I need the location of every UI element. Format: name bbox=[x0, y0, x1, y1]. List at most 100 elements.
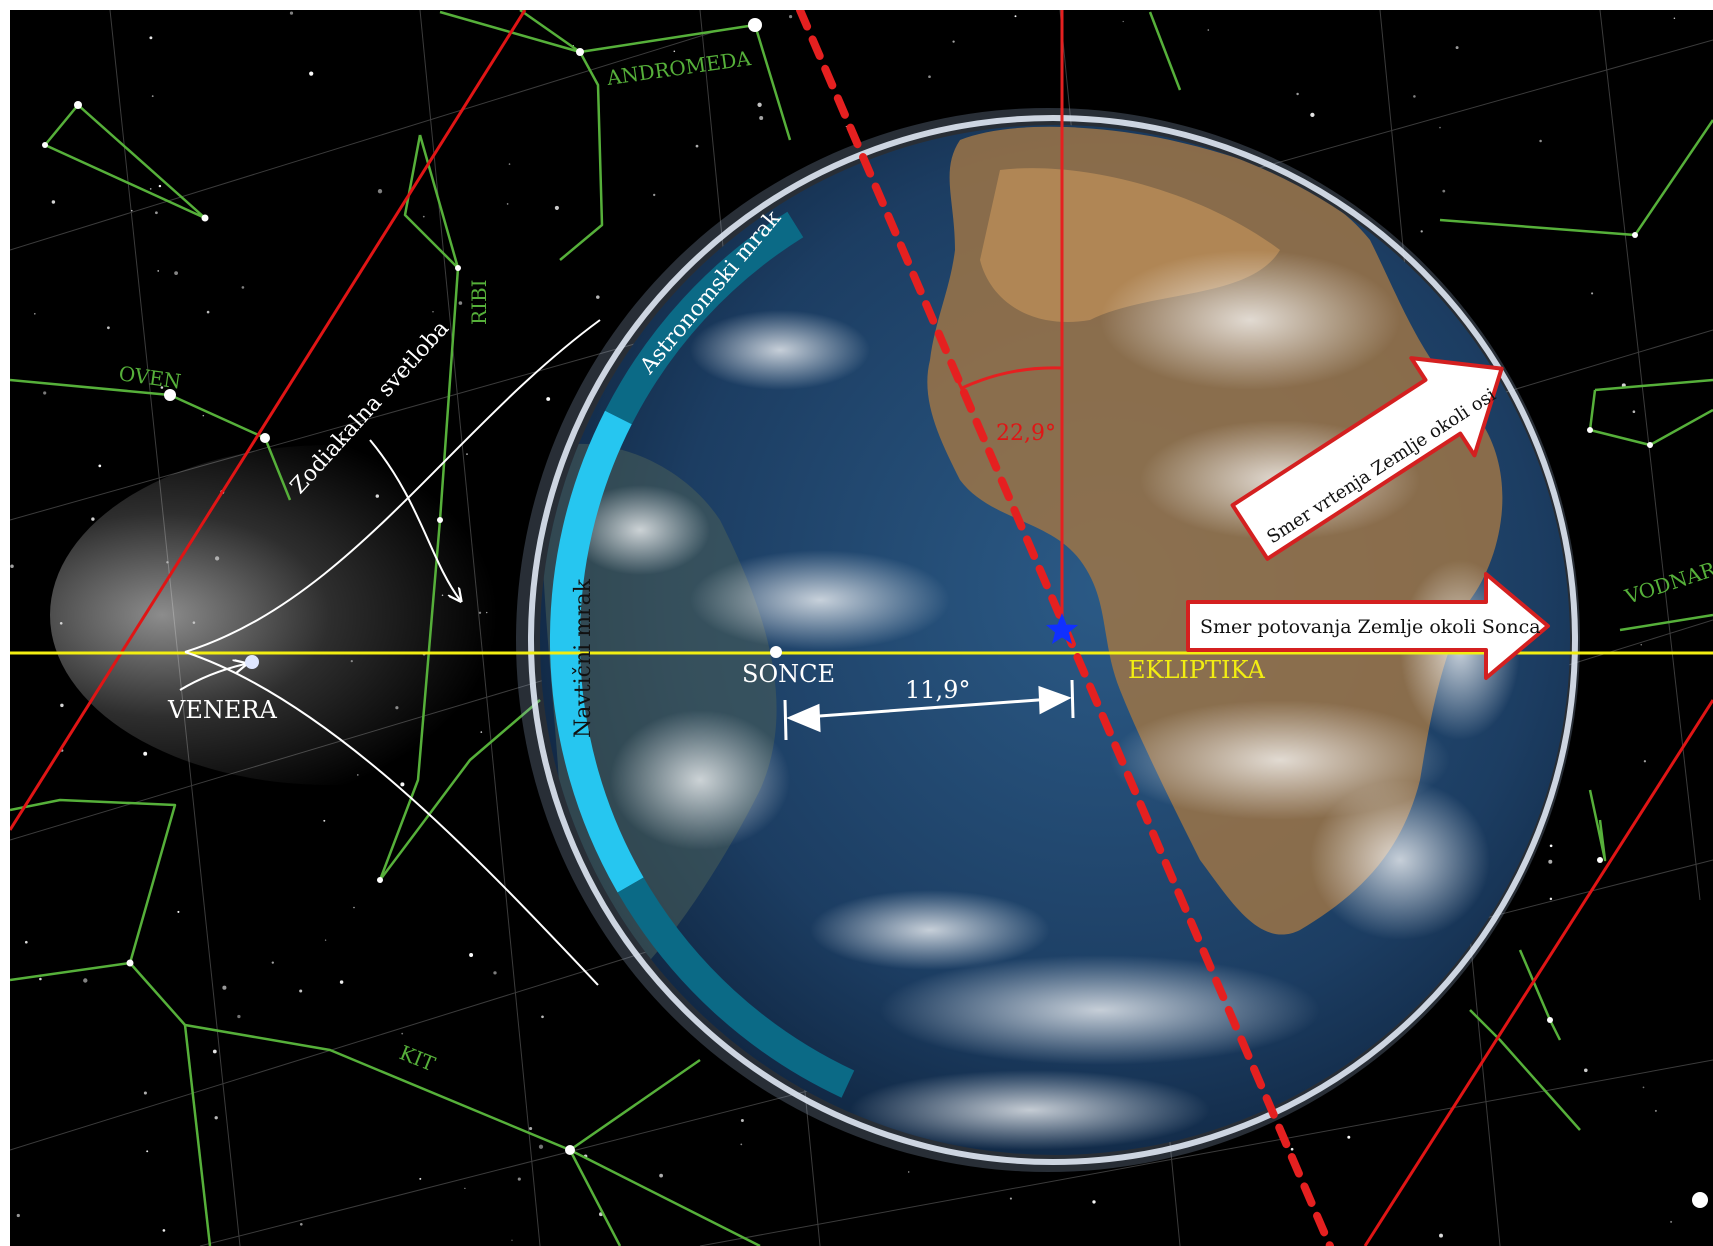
background-star bbox=[759, 115, 764, 121]
background-star bbox=[10, 564, 14, 568]
background-stars bbox=[10, 11, 1676, 1241]
venera-pointer bbox=[179, 664, 245, 691]
background-star bbox=[158, 184, 162, 188]
background-star bbox=[740, 1119, 744, 1122]
label-ribi: RIBI bbox=[467, 279, 491, 325]
background-star bbox=[309, 71, 314, 76]
background-star bbox=[928, 75, 931, 79]
star-marker-icon bbox=[1046, 613, 1078, 644]
background-star bbox=[59, 621, 63, 625]
background-star bbox=[517, 1177, 521, 1181]
background-star bbox=[596, 295, 600, 299]
background-star bbox=[192, 621, 196, 624]
background-star bbox=[538, 1144, 544, 1149]
background-star bbox=[395, 706, 399, 710]
background-star bbox=[1654, 1109, 1657, 1112]
background-star bbox=[324, 939, 327, 941]
background-star bbox=[289, 11, 294, 15]
astronomical-twilight-band-lower bbox=[617, 877, 855, 1098]
background-star bbox=[157, 270, 160, 272]
background-star bbox=[1439, 1233, 1443, 1238]
background-star bbox=[1642, 1086, 1645, 1089]
background-star bbox=[212, 1049, 217, 1054]
background-star bbox=[241, 286, 245, 289]
background-star bbox=[34, 313, 36, 315]
astronomical-twilight-band-upper bbox=[605, 211, 804, 425]
background-star bbox=[377, 189, 383, 194]
label-venera: VENERA bbox=[167, 696, 277, 724]
background-star bbox=[458, 301, 463, 305]
background-star bbox=[1439, 126, 1441, 129]
background-star bbox=[493, 971, 497, 975]
background-star bbox=[166, 561, 169, 564]
background-star bbox=[339, 980, 344, 984]
label-sonce: SONCE bbox=[742, 660, 835, 688]
background-star bbox=[206, 310, 210, 314]
background-star bbox=[1420, 230, 1423, 233]
background-star bbox=[1549, 897, 1553, 901]
background-star bbox=[131, 209, 133, 212]
background-star bbox=[353, 906, 355, 909]
background-star bbox=[1670, 1220, 1673, 1223]
label-tilt-angle: 22,9° bbox=[996, 421, 1056, 446]
background-star bbox=[149, 188, 152, 190]
background-star bbox=[673, 50, 676, 53]
background-star bbox=[202, 414, 205, 417]
background-star bbox=[546, 397, 551, 401]
background-star bbox=[237, 1014, 241, 1019]
background-star bbox=[1413, 95, 1416, 98]
background-star bbox=[146, 1150, 149, 1153]
background-star bbox=[1549, 844, 1553, 848]
background-star bbox=[1296, 92, 1299, 96]
background-star bbox=[162, 1229, 166, 1232]
zodiacal-light-glow bbox=[50, 445, 610, 785]
zodiacal-light-curves bbox=[179, 319, 601, 986]
background-star bbox=[155, 211, 158, 215]
background-star bbox=[789, 15, 793, 19]
background-star bbox=[1014, 15, 1017, 18]
background-star bbox=[400, 782, 405, 787]
background-star bbox=[1009, 1197, 1012, 1200]
background-star bbox=[1673, 17, 1676, 20]
background-star bbox=[1092, 1200, 1096, 1204]
background-star bbox=[441, 594, 444, 596]
background-star bbox=[174, 271, 178, 275]
background-star bbox=[1310, 112, 1315, 118]
background-star bbox=[907, 1171, 910, 1173]
background-star bbox=[271, 961, 274, 964]
background-star bbox=[422, 215, 425, 218]
background-star bbox=[214, 556, 220, 561]
background-star bbox=[695, 144, 699, 148]
background-star bbox=[1632, 410, 1636, 414]
background-star bbox=[511, 1239, 513, 1241]
background-star bbox=[143, 751, 148, 756]
rotation-arrow bbox=[1230, 356, 1504, 561]
label-nautical-twilight: Navtični mrak bbox=[571, 578, 596, 738]
background-star bbox=[160, 386, 164, 389]
background-star bbox=[1548, 859, 1553, 864]
background-star bbox=[24, 940, 28, 944]
background-star bbox=[480, 731, 483, 733]
label-sun-distance: 11,9° bbox=[905, 676, 970, 704]
orbit-arrow bbox=[1186, 572, 1550, 680]
background-star bbox=[51, 200, 56, 204]
background-star bbox=[432, 311, 434, 313]
label-ekliptika: EKLIPTIKA bbox=[1128, 656, 1265, 684]
background-star bbox=[952, 40, 955, 43]
background-star bbox=[1643, 760, 1647, 763]
background-star bbox=[151, 95, 154, 97]
background-star bbox=[149, 36, 153, 40]
background-star bbox=[1539, 139, 1542, 143]
background-star bbox=[419, 1177, 422, 1180]
venus-dot-icon bbox=[245, 655, 259, 669]
background-star bbox=[554, 205, 559, 210]
background-star bbox=[1442, 189, 1446, 193]
background-star bbox=[43, 391, 47, 395]
constellation-stars bbox=[42, 18, 1708, 1208]
background-star bbox=[466, 453, 468, 455]
background-star bbox=[1640, 644, 1642, 646]
background-star bbox=[529, 1126, 533, 1131]
background-star bbox=[1347, 1135, 1351, 1139]
background-star bbox=[39, 977, 42, 981]
